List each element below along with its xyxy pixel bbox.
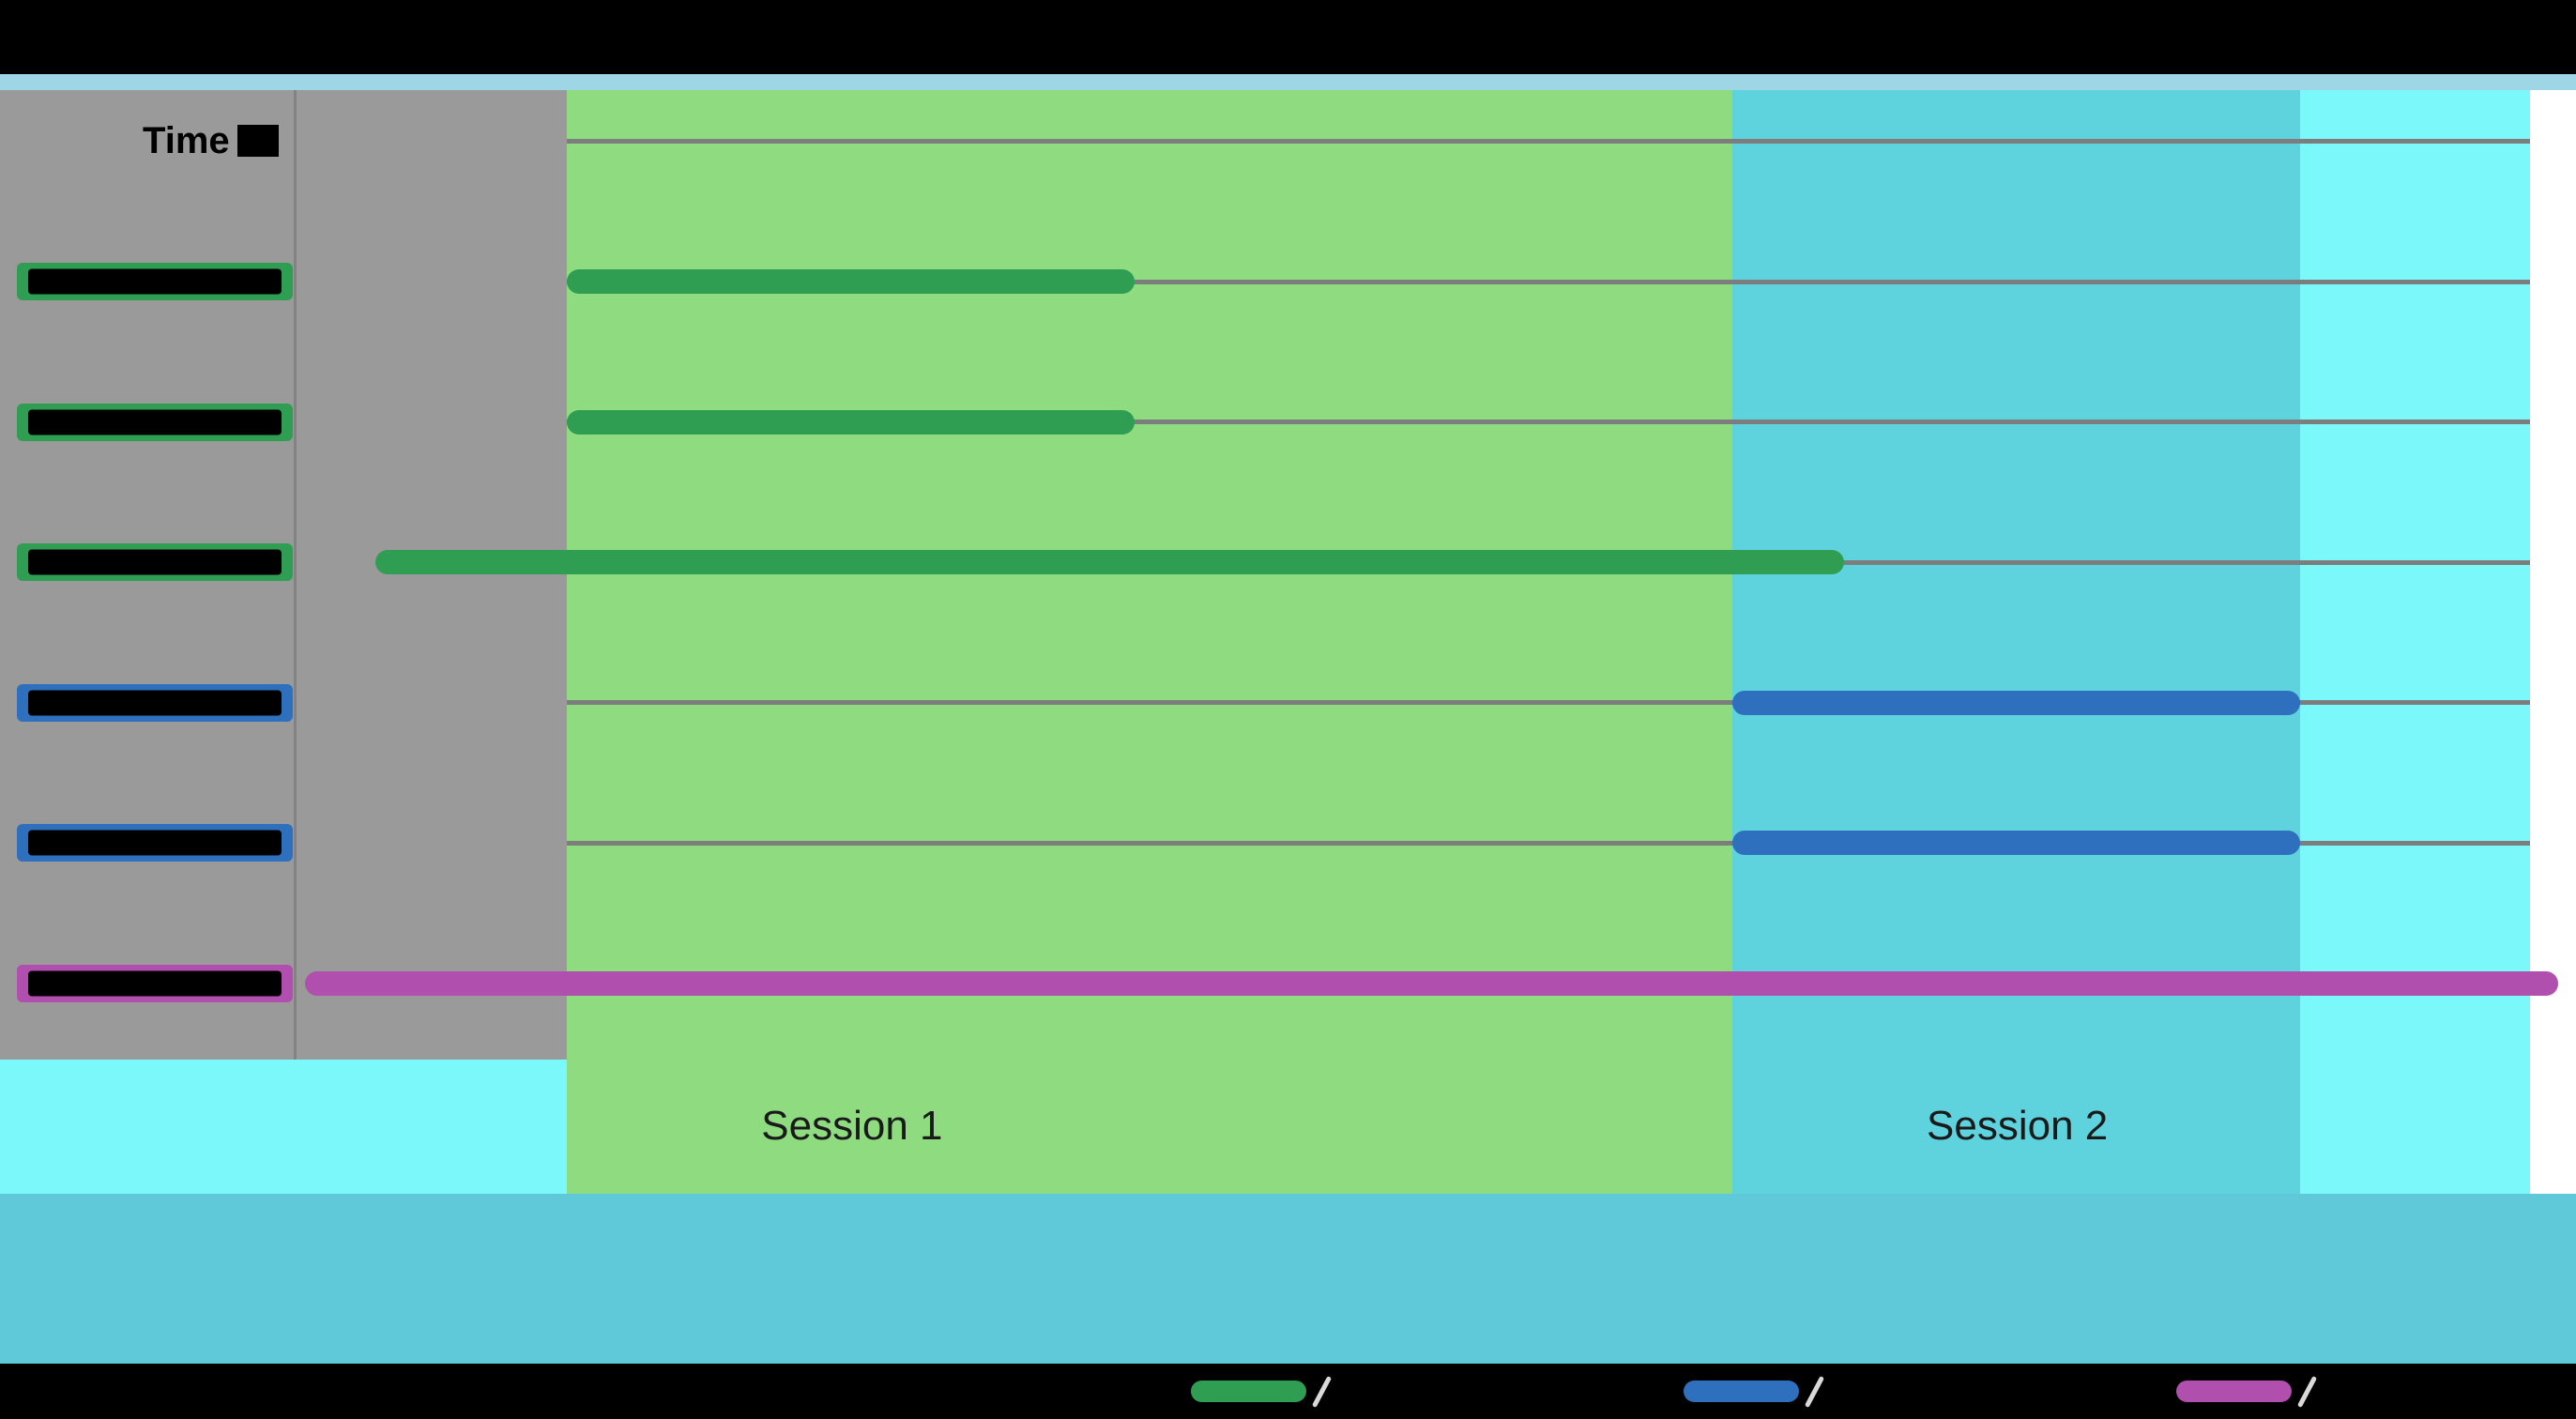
legend-item xyxy=(1684,1364,1830,1419)
row-label xyxy=(17,824,293,862)
under-panel-cyan xyxy=(0,1060,568,1194)
band-pre-session xyxy=(296,90,568,1060)
timeline-bar xyxy=(567,409,1136,435)
gridline xyxy=(567,420,2531,424)
legend-slash-mark xyxy=(1311,1375,1333,1408)
time-header-obscured-text xyxy=(236,125,279,157)
row-label-redacted-text xyxy=(27,830,282,856)
time-header-label: Time xyxy=(143,120,230,161)
band-post-session xyxy=(2299,90,2531,1194)
bottom-letterbox xyxy=(0,1364,2576,1419)
row-label-redacted-text xyxy=(27,409,282,435)
timeline-bar xyxy=(1731,831,2300,855)
timeline-bar xyxy=(304,970,2558,996)
gridline xyxy=(567,279,2531,284)
gridline xyxy=(567,138,2531,144)
row-label xyxy=(17,543,293,581)
session-label: Session 1 xyxy=(761,1103,943,1149)
band-session-2 xyxy=(1731,90,2300,1194)
gridline xyxy=(567,840,2531,846)
legend-swatch xyxy=(1191,1381,1306,1402)
label-panel-divider xyxy=(294,90,297,1060)
legend-slash-mark xyxy=(1804,1375,1825,1408)
gridline xyxy=(567,700,2531,705)
row-label-redacted-text xyxy=(27,268,282,295)
row-label xyxy=(17,263,293,300)
top-letterbox xyxy=(0,0,2576,74)
time-axis-header: Time xyxy=(143,120,279,161)
band-session-1 xyxy=(567,90,1732,1194)
top-cyan-strip xyxy=(0,74,2576,90)
legend-swatch xyxy=(2176,1381,2292,1402)
row-label xyxy=(17,964,293,1002)
timeline-bar xyxy=(375,550,1844,574)
legend-item xyxy=(2176,1364,2323,1419)
timeline-bar xyxy=(567,269,1136,294)
row-label-redacted-text xyxy=(27,690,282,715)
legend-item xyxy=(1191,1364,1337,1419)
row-label-redacted-text xyxy=(27,549,282,575)
row-label-redacted-text xyxy=(27,970,282,996)
footer-band xyxy=(0,1194,2576,1364)
legend-slash-mark xyxy=(2296,1375,2318,1408)
session-label: Session 2 xyxy=(1927,1103,2109,1149)
band-right-margin xyxy=(2530,90,2576,1194)
timeline-bar xyxy=(1731,690,2300,715)
row-label xyxy=(17,683,293,722)
row-label xyxy=(17,403,293,441)
legend-swatch xyxy=(1684,1381,1799,1402)
